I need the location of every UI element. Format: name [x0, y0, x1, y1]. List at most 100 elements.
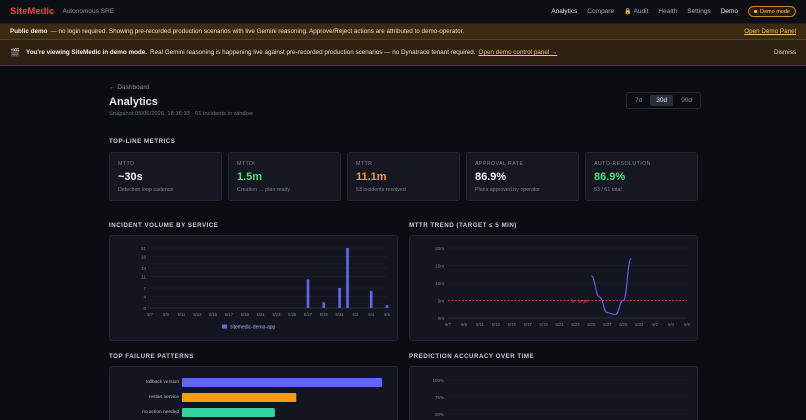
snapshot-info: Snapshot 05/06/2026, 18:36:33 · 61 incid… — [109, 111, 254, 117]
section-prediction-accuracy: PREDICTION ACCURACY OVER TIME — [409, 353, 535, 360]
x-tick-label: 5/29 — [320, 312, 329, 317]
metric-sub: 53 / 61 total — [594, 187, 622, 193]
metric-card-mttd: MTTD ~30s Detection loop cadence — [109, 152, 222, 201]
x-tick-label: 5/15 — [508, 322, 517, 327]
x-tick-label: 6/4 — [368, 312, 374, 317]
metric-label: MTTR — [356, 161, 373, 167]
x-tick-label: 5/25 — [288, 312, 297, 317]
x-tick-label: 5/19 — [540, 322, 549, 327]
dismiss-button[interactable]: Dismiss — [773, 49, 796, 56]
range-selector: 7d 30d 90d — [626, 92, 701, 109]
pattern-bar — [182, 393, 297, 402]
x-tick-label: 5/27 — [603, 322, 612, 327]
y-tick-label: 15m — [435, 263, 444, 268]
range-7d[interactable]: 7d — [635, 97, 643, 104]
metric-value: ~30s — [118, 171, 143, 183]
metric-value: 1.5m — [237, 171, 263, 183]
pattern-bar — [182, 408, 275, 417]
nav-demo[interactable]: Demo — [720, 8, 739, 15]
metric-sub: Creation → plan ready — [237, 187, 290, 193]
metric-sub: Plans approved by operator — [475, 187, 541, 193]
public-demo-banner: Public demo — no login required. Showing… — [0, 24, 806, 40]
metric-label: APPROVAL RATE — [475, 161, 524, 167]
bar — [369, 290, 373, 308]
x-tick-label: 5/13 — [193, 312, 202, 317]
x-tick-label: 6/2 — [352, 312, 358, 317]
x-tick-label: 5/15 — [209, 312, 218, 317]
x-tick-label: 5/11 — [178, 312, 187, 317]
metric-value: 86.9% — [594, 171, 626, 183]
nav-analytics[interactable]: Analytics — [551, 8, 578, 15]
demo-mode-strong: You're viewing SiteMedic in demo mode. — [25, 49, 148, 56]
x-tick-label: 5/17 — [225, 312, 234, 317]
metric-sub: Detection loop cadence — [118, 187, 174, 193]
y-tick-label: 0 — [143, 306, 146, 311]
demo-badge-label: Demo mode — [760, 8, 790, 15]
bar — [385, 305, 389, 308]
nav-audit[interactable]: 🔒 Audit — [624, 8, 648, 15]
x-tick-label: 5/11 — [476, 322, 485, 327]
y-tick-label: 4 — [143, 294, 146, 299]
x-tick-label: 6/2 — [652, 322, 658, 327]
bar — [306, 279, 310, 308]
section-failure-patterns: TOP FAILURE PATTERNS — [109, 353, 194, 360]
x-tick-label: 6/6 — [684, 322, 690, 327]
incident-volume-panel: 0 4 7 11 14 18 21 5/7 5/9 5/11 5/13 5/15 5/17 5/19 5/2… — [109, 235, 398, 341]
open-demo-control-panel-link[interactable]: Open demo control panel → — [478, 49, 558, 56]
prediction-accuracy-chart: 100% 75% 50% — [432, 378, 687, 417]
nav-audit-label: Audit — [633, 8, 649, 15]
brand-subtitle: Autonomous SRE — [62, 8, 115, 15]
legend-swatch — [222, 324, 227, 329]
section-mttr-trend: MTTR TREND (TARGET ≤ 5 MIN) — [409, 222, 517, 229]
nav-settings[interactable]: Settings — [687, 8, 711, 15]
x-tick-label: 5/19 — [241, 312, 250, 317]
nav-compare[interactable]: Compare — [587, 8, 615, 15]
x-tick-label: 5/9 — [163, 312, 169, 317]
demo-mode-text: Real Gemini reasoning is happening live … — [150, 49, 476, 56]
pattern-bar — [182, 378, 382, 387]
x-tick-label: 5/31 — [336, 312, 345, 317]
y-tick-label: 0m — [438, 316, 445, 321]
metric-sub: 53 incidents resolved — [356, 187, 406, 193]
back-to-dashboard-link[interactable]: ← Dashboard — [109, 84, 150, 91]
clapperboard-icon: 🎬 — [10, 48, 20, 57]
y-tick-label: 7 — [143, 286, 146, 291]
demo-mode-badge[interactable]: Demo mode — [748, 6, 796, 17]
section-top-line-metrics: TOP-LINE METRICS — [109, 138, 176, 145]
metric-card-auto-resolution: AUTO-RESOLUTION 86.9% 53 / 61 total — [585, 152, 698, 201]
bar — [338, 288, 341, 308]
nav-health[interactable]: Health — [658, 8, 678, 15]
x-tick-label: 5/7 — [147, 312, 153, 317]
page-title: Analytics — [109, 96, 158, 108]
y-tick-label: 14 — [141, 266, 147, 271]
y-tick-label: 21 — [141, 246, 147, 251]
x-tick-label: 5/9 — [461, 322, 467, 327]
y-tick-label: 75% — [435, 395, 444, 400]
x-tick-label: 5/21 — [257, 312, 266, 317]
metric-card-approval-rate: APPROVAL RATE 86.9% Plans approved by op… — [466, 152, 579, 201]
prediction-accuracy-panel: 100% 75% 50% — [409, 366, 698, 420]
metric-label: MTTDI — [237, 161, 256, 167]
metric-value: 11.1m — [356, 171, 387, 183]
public-demo-strong: Public demo — [10, 28, 48, 35]
brand-logo[interactable]: SiteMedic — [10, 6, 55, 17]
mttr-trend-chart: 0m 5m 10m 15m 20m 5/7 5/9 5/11 5/13 5/15 5/17 5/19 5… — [435, 246, 690, 327]
top-nav: SiteMedic Autonomous SRE Analytics Compa… — [0, 0, 806, 24]
x-tick-label: 5/23 — [272, 312, 281, 317]
open-demo-panel-link[interactable]: Open Demo Panel — [744, 28, 796, 35]
metric-value: 86.9% — [475, 171, 507, 183]
x-tick-label: 5/31 — [635, 322, 644, 327]
incident-volume-chart: 0 4 7 11 14 18 21 5/7 5/9 5/11 5/13 5/15 5/17 5/19 5/2… — [141, 246, 391, 331]
range-90d[interactable]: 90d — [681, 97, 692, 104]
x-tick-label: 5/23 — [571, 322, 580, 327]
x-tick-label: 5/21 — [555, 322, 564, 327]
x-tick-label: 5/27 — [304, 312, 313, 317]
range-30d[interactable]: 30d — [650, 95, 674, 106]
y-tick-label: 10m — [435, 281, 444, 286]
x-tick-label: 5/25 — [587, 322, 596, 327]
y-tick-label: 20m — [435, 246, 444, 251]
x-tick-label: 5/17 — [524, 322, 533, 327]
x-tick-label: 5/13 — [492, 322, 501, 327]
nav-links: Analytics Compare 🔒 Audit Health Settings… — [551, 6, 796, 17]
pattern-label: rollback version — [146, 379, 180, 385]
